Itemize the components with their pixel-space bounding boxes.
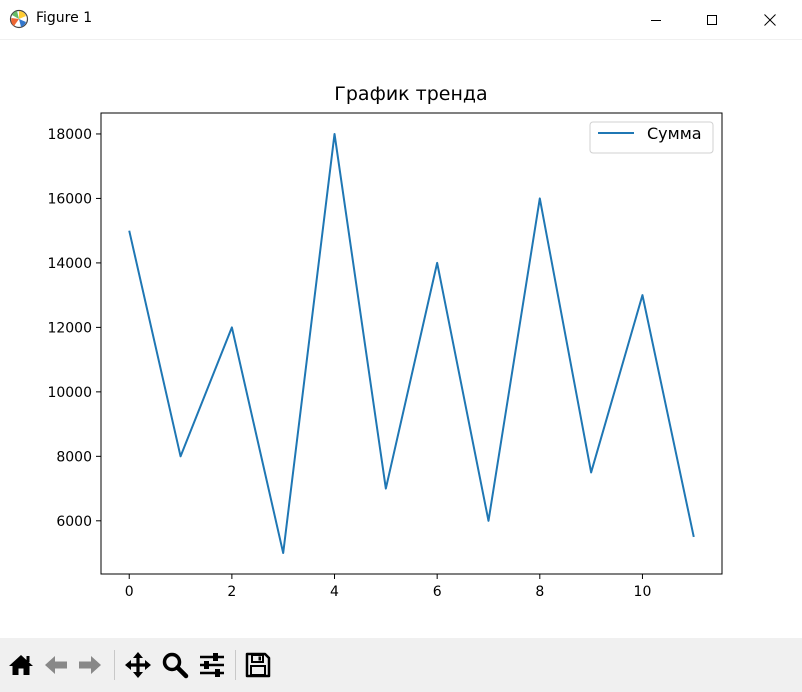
close-icon xyxy=(764,13,776,26)
y-tick-label: 18000 xyxy=(47,127,92,143)
axes-frame xyxy=(100,112,723,575)
x-tick-label: 8 xyxy=(535,584,544,600)
line-chart: График тренда 0 2 4 6 8 10 6000 8000 10000 12000 1… xyxy=(47,83,723,600)
y-tick-label: 6000 xyxy=(56,514,92,530)
toolbar-separator xyxy=(114,650,115,680)
y-tick-label: 16000 xyxy=(47,191,92,207)
y-tick-label: 14000 xyxy=(47,256,92,272)
maximize-button[interactable] xyxy=(684,0,740,39)
back-button[interactable] xyxy=(41,650,71,680)
legend-box xyxy=(589,121,714,154)
chart-title: График тренда xyxy=(334,83,487,105)
title-bar[interactable]: Figure 1 xyxy=(0,0,802,40)
configure-subplots-icon xyxy=(200,653,224,677)
series-line-0 xyxy=(128,132,695,555)
pan-icon xyxy=(125,652,151,678)
pan-button[interactable] xyxy=(123,650,153,680)
toolbar-separator xyxy=(235,650,236,680)
configure-subplots-button[interactable] xyxy=(197,650,227,680)
x-tick-label: 10 xyxy=(634,584,652,600)
minimize-icon xyxy=(651,19,661,21)
save-icon xyxy=(245,652,271,678)
legend: Сумма xyxy=(589,121,714,154)
matplotlib-icon xyxy=(9,9,29,29)
x-tick-label: 0 xyxy=(125,584,134,600)
y-tick-label: 12000 xyxy=(47,320,92,336)
y-tick-label: 8000 xyxy=(56,449,92,465)
minimize-button[interactable] xyxy=(628,0,684,39)
window-title: Figure 1 xyxy=(36,10,93,26)
save-button[interactable] xyxy=(243,650,273,680)
x-tick-label: 2 xyxy=(227,584,236,600)
forward-arrow-icon xyxy=(79,656,101,674)
figure-canvas[interactable]: График тренда 0 2 4 6 8 10 6000 8000 10000 12000 1… xyxy=(0,40,802,638)
zoom-icon xyxy=(162,652,189,679)
forward-button[interactable] xyxy=(75,650,105,680)
legend-label: Сумма xyxy=(647,124,702,143)
home-icon xyxy=(9,655,33,675)
x-tick-label: 6 xyxy=(433,584,442,600)
zoom-button[interactable] xyxy=(160,650,190,680)
home-button[interactable] xyxy=(6,650,36,680)
maximize-icon xyxy=(707,14,717,25)
y-tick-label: 10000 xyxy=(47,385,92,401)
back-arrow-icon xyxy=(45,656,67,674)
close-button[interactable] xyxy=(742,0,798,39)
x-tick-label: 4 xyxy=(330,584,339,600)
navigation-toolbar xyxy=(0,638,802,692)
